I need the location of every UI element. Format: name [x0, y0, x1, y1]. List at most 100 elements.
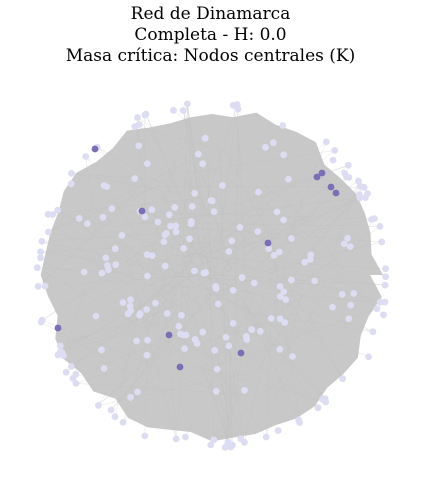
- graph-node-highlight: [327, 183, 335, 191]
- graph-node: [194, 150, 202, 158]
- graph-node: [368, 216, 375, 223]
- graph-node: [144, 272, 151, 280]
- graph-node: [161, 262, 169, 270]
- graph-node: [250, 279, 258, 287]
- graph-node: [288, 276, 295, 284]
- graph-edge: [187, 103, 194, 258]
- graph-node: [111, 245, 119, 253]
- graph-node-highlight: [332, 189, 340, 197]
- graph-edge: [191, 364, 326, 403]
- graph-edge: [258, 196, 384, 316]
- graph-node: [234, 105, 242, 113]
- graph-edge: [42, 320, 224, 395]
- graph-edge: [71, 173, 188, 183]
- graph-edge: [227, 345, 232, 445]
- graph-node: [127, 393, 134, 401]
- graph-node: [188, 203, 196, 210]
- graph-node: [210, 436, 218, 444]
- graph-node: [322, 138, 330, 146]
- graph-edge: [190, 161, 343, 379]
- graph-node: [270, 251, 278, 259]
- graph-edge: [292, 273, 386, 286]
- graph-node: [33, 264, 41, 272]
- graph-node: [56, 342, 64, 350]
- graph-node: [62, 368, 70, 376]
- graph-edge: [183, 110, 232, 272]
- graph-edge: [40, 242, 213, 253]
- graph-edge: [71, 173, 273, 212]
- graph-node: [119, 299, 127, 306]
- graph-node: [378, 238, 386, 246]
- graph-node: [135, 142, 143, 150]
- graph-node: [280, 151, 288, 159]
- graph-node: [141, 432, 149, 440]
- graph-edge: [40, 257, 170, 387]
- graph-edge: [268, 176, 347, 255]
- graph-node: [160, 238, 168, 246]
- graph-edge: [206, 165, 349, 291]
- graph-node: [100, 182, 108, 189]
- graph-edge: [41, 235, 178, 321]
- graph-node: [37, 248, 44, 256]
- figure-title: Red de Dinamarca Completa - H: 0.0 Masa …: [0, 4, 421, 67]
- graph-edge: [137, 117, 288, 220]
- graph-node-highlight: [176, 363, 184, 371]
- graph-node: [37, 318, 45, 326]
- graph-node: [126, 302, 134, 310]
- graph-node: [143, 160, 151, 168]
- graph-node: [314, 404, 322, 412]
- graph-edge: [48, 231, 227, 277]
- graph-node: [329, 156, 337, 164]
- graph-edge: [237, 104, 247, 296]
- graph-edge: [87, 177, 349, 304]
- graph-node: [41, 282, 49, 290]
- graph-node: [183, 100, 191, 108]
- graph-edge: [214, 300, 299, 421]
- graph-edge: [220, 149, 228, 445]
- graph-node: [296, 419, 303, 426]
- graph-edges: [37, 103, 386, 448]
- graph-node: [143, 306, 151, 313]
- graph-node: [343, 173, 350, 181]
- graph-node: [187, 217, 195, 225]
- graph-node: [148, 206, 156, 214]
- graph-edge: [246, 312, 373, 332]
- graph-node: [99, 213, 107, 221]
- graph-node: [179, 107, 187, 114]
- graph-edge: [281, 194, 360, 281]
- graph-edge: [226, 152, 343, 379]
- graph-edge: [60, 264, 296, 347]
- graph-node-highlight: [165, 331, 173, 339]
- graph-edge: [207, 197, 360, 271]
- graph-edge: [282, 195, 378, 309]
- graph-node: [191, 267, 198, 275]
- graph-edge: [265, 276, 373, 332]
- graph-edge: [212, 273, 323, 400]
- graph-node: [344, 234, 351, 242]
- graph-node: [344, 161, 352, 169]
- graph-node: [68, 170, 75, 177]
- graph-node: [171, 203, 179, 211]
- graph-edge: [130, 247, 241, 439]
- graph-node: [134, 388, 142, 396]
- graph-edge: [241, 186, 361, 346]
- graph-node: [67, 180, 75, 188]
- graph-edge: [145, 104, 238, 386]
- graph-edge: [158, 293, 319, 408]
- graph-node: [273, 208, 281, 216]
- graph-node-highlight: [318, 169, 326, 177]
- graph-edge: [85, 156, 176, 295]
- graph-node: [229, 319, 237, 327]
- title-line-network: Red de Dinamarca: [130, 4, 291, 24]
- graph-node: [131, 123, 139, 131]
- graph-node: [172, 222, 180, 230]
- graph-node: [34, 283, 42, 290]
- graph-node: [72, 370, 80, 378]
- graph-node: [211, 346, 219, 354]
- graph-edge: [187, 103, 210, 277]
- graph-node: [207, 197, 215, 204]
- graph-node: [376, 223, 384, 230]
- graph-node: [44, 211, 52, 218]
- graph-edge: [41, 321, 180, 400]
- graph-edge: [185, 296, 256, 438]
